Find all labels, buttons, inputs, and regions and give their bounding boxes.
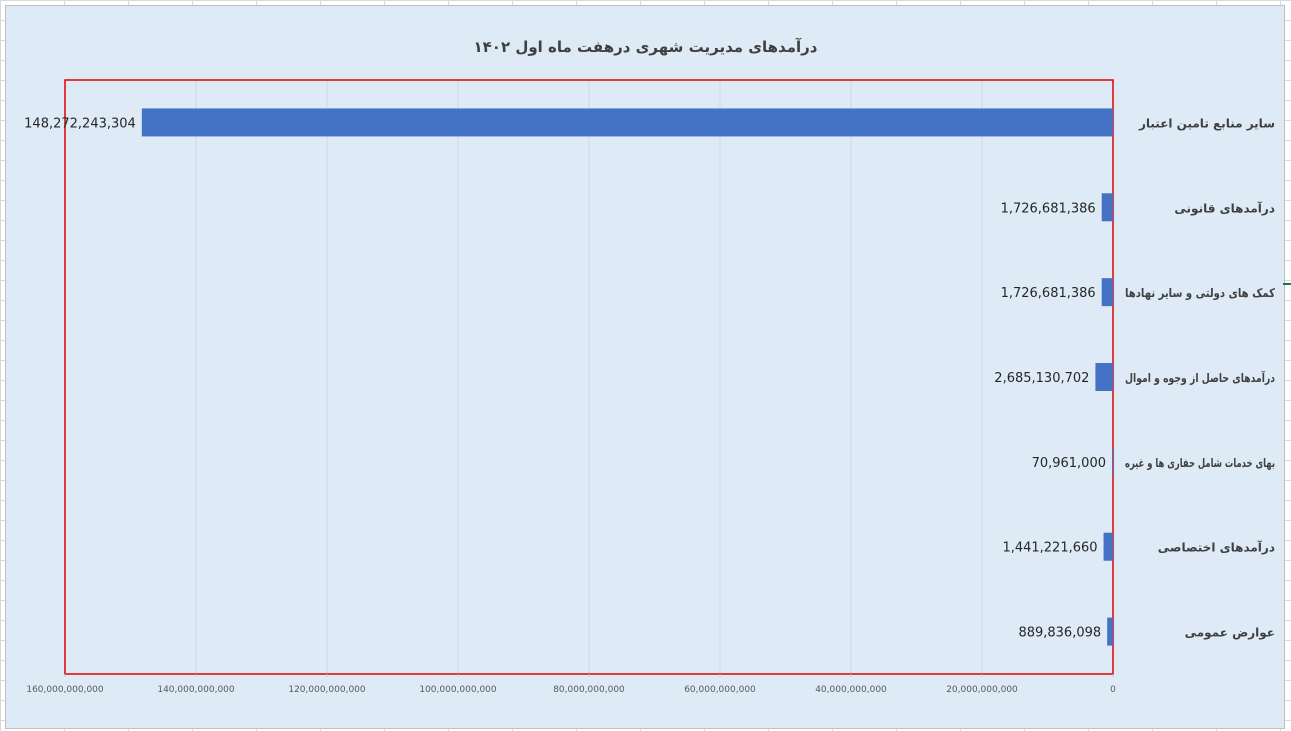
data-label: 1,726,681,386 (1001, 201, 1096, 216)
data-label: 70,961,000 (1032, 456, 1106, 471)
category-label: درآمدهای حاصل از وجوه و اموال (1125, 370, 1275, 386)
x-tick-label: 20,000,000,000 (946, 685, 1018, 695)
data-label: 1,726,681,386 (1001, 286, 1096, 301)
category-label: درآمدهای اختصاصی (1158, 540, 1275, 555)
data-label: 148,272,243,304 (24, 116, 136, 131)
data-label: 2,685,130,702 (994, 371, 1089, 386)
x-tick-label: 120,000,000,000 (288, 685, 366, 695)
bar (1101, 278, 1113, 307)
data-label: 889,836,098 (1018, 626, 1101, 641)
x-tick-label: 60,000,000,000 (684, 685, 756, 695)
x-tick-label: 0 (1110, 685, 1116, 695)
bar (1103, 532, 1113, 561)
x-tick-label: 160,000,000,000 (26, 685, 104, 695)
x-tick-label: 140,000,000,000 (157, 685, 235, 695)
bar (1112, 447, 1113, 476)
x-tick-label: 80,000,000,000 (553, 685, 625, 695)
category-label: بهای خدمات شامل حفاری ها و غیره (1125, 456, 1275, 471)
chart-title: درآمدهای مدیریت شهری درهفت ماه اول ۱۴۰۲ (473, 38, 818, 56)
category-label: کمک های دولتی و سایر نهادها (1125, 286, 1275, 301)
data-label: 1,441,221,660 (1002, 541, 1097, 556)
category-label: درآمدهای قانونی (1174, 200, 1275, 216)
bar (141, 108, 1114, 137)
bar (1101, 193, 1113, 222)
category-label: سایر منابع تامین اعتبار (1138, 116, 1275, 130)
bar (1107, 617, 1113, 646)
x-tick-label: 40,000,000,000 (815, 685, 887, 695)
x-tick-label: 100,000,000,000 (419, 685, 497, 695)
bar (1095, 363, 1113, 391)
cell-selection-marker (1283, 283, 1291, 285)
category-label: عوارض عمومی (1185, 626, 1275, 641)
